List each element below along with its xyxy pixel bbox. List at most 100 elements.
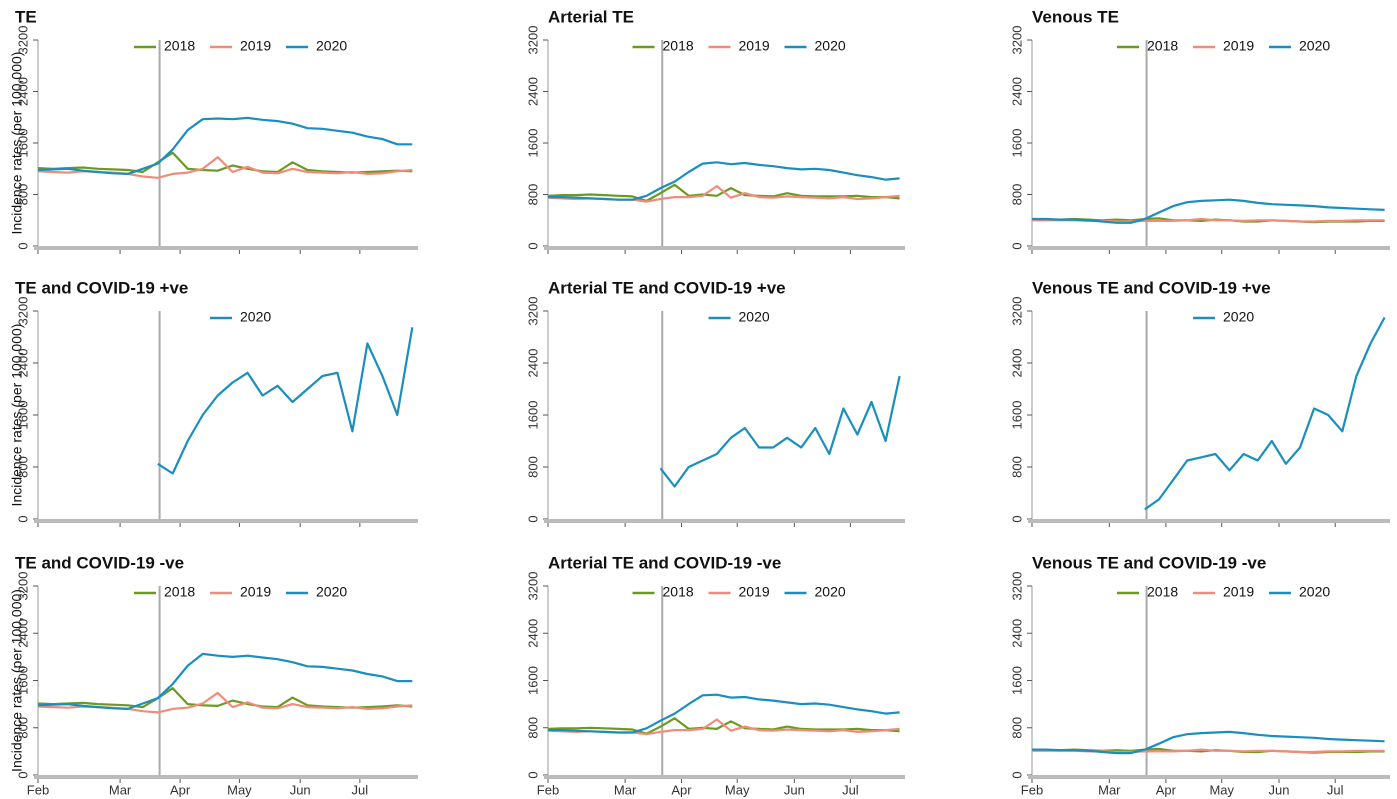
y-tick-label: 2400 bbox=[1009, 349, 1024, 378]
series-line bbox=[37, 687, 413, 709]
x-tick-label: Jul bbox=[1327, 782, 1344, 797]
x-tick-label: Mar bbox=[109, 782, 132, 797]
series-line bbox=[1032, 198, 1385, 224]
y-tick-label: 0 bbox=[525, 242, 540, 249]
panel-title: Arterial TE bbox=[548, 7, 634, 26]
series-line bbox=[1144, 316, 1386, 511]
y-tick-label: 1600 bbox=[15, 666, 30, 695]
legend-label: 2019 bbox=[1223, 38, 1254, 54]
panel-title: Arterial TE and COVID-19 +ve bbox=[548, 278, 786, 297]
panel-title: TE and COVID-19 -ve bbox=[15, 553, 184, 572]
legend-label: 2020 bbox=[316, 38, 347, 54]
y-tick-label: 3200 bbox=[1009, 26, 1024, 55]
series-line bbox=[37, 151, 413, 174]
y-axis-label: Incidence rates (per 100,000) bbox=[9, 589, 25, 772]
y-tick-label: 2400 bbox=[1009, 619, 1024, 648]
legend-label: 2020 bbox=[240, 309, 271, 325]
y-tick-label: 2400 bbox=[525, 349, 540, 378]
y-tick-label: 800 bbox=[15, 717, 30, 739]
y-tick-label: 3200 bbox=[15, 297, 30, 326]
y-tick-label: 800 bbox=[525, 717, 540, 739]
y-tick-label: 800 bbox=[1009, 456, 1024, 478]
y-axis-label: Incidence rates (per 100,000) bbox=[9, 52, 25, 235]
panel-title: Arterial TE and COVID-19 -ve bbox=[548, 553, 781, 572]
panel-title: Venous TE and COVID-19 -ve bbox=[1032, 553, 1266, 572]
x-tick-label: Apr bbox=[1156, 782, 1177, 797]
y-tick-label: 1600 bbox=[525, 129, 540, 158]
y-axis-label: Incidence rates (per 100,000) bbox=[9, 324, 25, 507]
y-tick-label: 3200 bbox=[1009, 297, 1024, 326]
y-tick-label: 800 bbox=[15, 456, 30, 478]
legend-label: 2020 bbox=[316, 584, 347, 600]
legend-label: 2020 bbox=[1223, 309, 1254, 325]
y-tick-label: 0 bbox=[1009, 771, 1024, 778]
legend-label: 2018 bbox=[663, 38, 694, 54]
y-tick-label: 1600 bbox=[15, 401, 30, 430]
legend-label: 2020 bbox=[1299, 38, 1330, 54]
panel-title: Venous TE bbox=[1032, 7, 1119, 26]
y-tick-label: 3200 bbox=[15, 572, 30, 601]
y-tick-label: 0 bbox=[15, 515, 30, 522]
y-tick-label: 0 bbox=[525, 515, 540, 522]
y-tick-label: 1600 bbox=[525, 401, 540, 430]
y-tick-label: 2400 bbox=[15, 349, 30, 378]
series-line bbox=[37, 652, 413, 710]
y-tick-label: 800 bbox=[1009, 717, 1024, 739]
x-tick-label: Mar bbox=[614, 782, 637, 797]
x-tick-label: Mar bbox=[1098, 782, 1121, 797]
y-tick-label: 3200 bbox=[525, 572, 540, 601]
y-tick-label: 1600 bbox=[525, 666, 540, 695]
series-line bbox=[548, 161, 900, 201]
series-line bbox=[157, 327, 414, 475]
y-tick-label: 2400 bbox=[1009, 77, 1024, 106]
y-tick-label: 3200 bbox=[15, 26, 30, 55]
y-tick-label: 0 bbox=[15, 771, 30, 778]
x-tick-label: Apr bbox=[170, 782, 191, 797]
series-line bbox=[659, 375, 901, 488]
x-tick-label: Feb bbox=[1021, 782, 1043, 797]
x-tick-label: May bbox=[1209, 782, 1234, 797]
y-tick-label: 800 bbox=[15, 184, 30, 206]
x-tick-label: May bbox=[725, 782, 750, 797]
y-tick-label: 2400 bbox=[525, 77, 540, 106]
legend-label: 2020 bbox=[739, 309, 770, 325]
x-tick-label: Jun bbox=[290, 782, 311, 797]
legend-label: 2018 bbox=[1147, 38, 1178, 54]
x-tick-label: May bbox=[227, 782, 252, 797]
y-tick-label: 0 bbox=[1009, 242, 1024, 249]
y-tick-label: 1600 bbox=[1009, 129, 1024, 158]
y-tick-label: 2400 bbox=[15, 77, 30, 106]
y-tick-label: 800 bbox=[525, 184, 540, 206]
legend-label: 2018 bbox=[164, 38, 195, 54]
y-tick-label: 1600 bbox=[1009, 666, 1024, 695]
panel-title: TE bbox=[15, 7, 37, 26]
x-tick-label: Jul bbox=[842, 782, 859, 797]
legend-label: 2018 bbox=[164, 584, 195, 600]
legend-label: 2019 bbox=[1223, 584, 1254, 600]
y-tick-label: 0 bbox=[525, 771, 540, 778]
x-tick-label: Feb bbox=[27, 782, 49, 797]
y-tick-label: 2400 bbox=[15, 619, 30, 648]
y-tick-label: 800 bbox=[1009, 184, 1024, 206]
y-tick-label: 3200 bbox=[525, 26, 540, 55]
y-tick-label: 3200 bbox=[1009, 572, 1024, 601]
legend-label: 2018 bbox=[663, 584, 694, 600]
series-line bbox=[1032, 730, 1385, 755]
legend-label: 2019 bbox=[240, 38, 271, 54]
legend-label: 2020 bbox=[815, 38, 846, 54]
legend-label: 2020 bbox=[1299, 584, 1330, 600]
x-tick-label: Jun bbox=[784, 782, 805, 797]
y-tick-label: 0 bbox=[1009, 515, 1024, 522]
y-tick-label: 1600 bbox=[15, 129, 30, 158]
y-tick-label: 800 bbox=[525, 456, 540, 478]
legend-label: 2020 bbox=[815, 584, 846, 600]
series-line bbox=[37, 116, 413, 175]
panel-title: Venous TE and COVID-19 +ve bbox=[1032, 278, 1271, 297]
x-tick-label: Jun bbox=[1269, 782, 1290, 797]
x-tick-label: Jul bbox=[352, 782, 369, 797]
series-line bbox=[548, 693, 900, 734]
legend-label: 2018 bbox=[1147, 584, 1178, 600]
y-tick-label: 2400 bbox=[525, 619, 540, 648]
y-tick-label: 0 bbox=[15, 242, 30, 249]
